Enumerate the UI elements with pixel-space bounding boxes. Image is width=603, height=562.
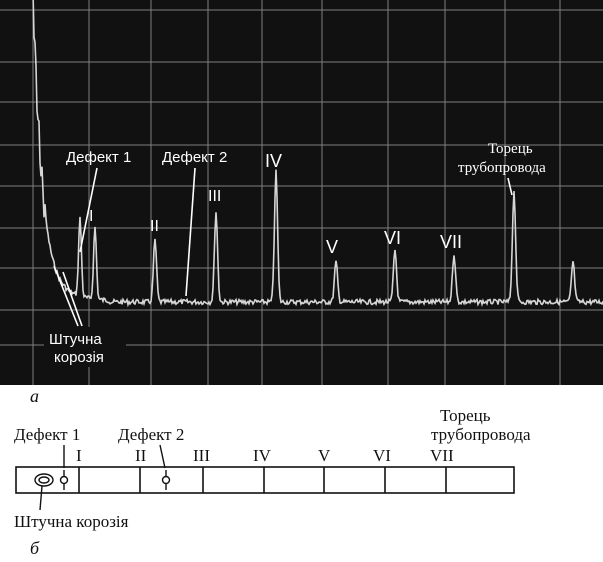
scope-background [0, 0, 603, 385]
defect1-marker [59, 475, 69, 485]
defect2-pointer [185, 167, 196, 297]
pipe-end-label-line1: Торець [440, 406, 491, 425]
scope-labels: Дефект 1 Дефект 2 Торець трубопровода Шт… [44, 141, 546, 367]
defect2-marker [161, 475, 171, 485]
corrosion-pointer-2 [62, 271, 83, 327]
corrosion-label: Штучна корозія [14, 512, 129, 531]
panel-a-caption: а [30, 386, 39, 406]
section-marker-7: VII [430, 446, 454, 465]
section-marker-4: IV [253, 446, 272, 465]
corrosion-pointer-1 [53, 265, 79, 327]
peak-marker-5: V [326, 237, 338, 257]
peak-marker-6: VI [384, 228, 401, 248]
peak-marker-3: III [208, 188, 221, 205]
section-marker-2: II [135, 446, 147, 465]
pipe-end-label-line1: Торець [488, 141, 533, 157]
pipe-end-label-line2: трубопровода [431, 425, 531, 444]
defect2-leader [159, 444, 166, 469]
corrosion-marker [34, 473, 54, 487]
annotation-pointers [53, 167, 513, 327]
defect1-label: Дефект 1 [14, 425, 80, 444]
section-marker-5: V [318, 446, 331, 465]
pipe-end-label-line2: трубопровода [458, 160, 546, 176]
defect1-label: Дефект 1 [66, 149, 131, 166]
peak-marker-2: II [150, 218, 159, 235]
peak-marker-7: VII [440, 232, 462, 252]
pipe-end-pointer [507, 177, 513, 196]
corrosion-marker-inner [38, 476, 50, 484]
panel-b-caption: б [30, 538, 40, 558]
defect2-label: Дефект 2 [162, 149, 227, 166]
defect1-pointer [79, 167, 98, 253]
signal-trace [32, 0, 603, 308]
pipeline-diagram: а Торець трубопровода Дефект 1 Дефект 2 … [14, 386, 531, 558]
section-marker-6: VI [373, 446, 391, 465]
section-marker-1: I [76, 446, 82, 465]
corrosion-leader [39, 485, 43, 511]
scope-grid [0, 0, 603, 385]
pipe-outline [15, 466, 515, 494]
oscillogram: Дефект 1 Дефект 2 Торець трубопровода Шт… [0, 0, 603, 385]
peak-marker-4: IV [265, 151, 282, 171]
defect2-label: Дефект 2 [118, 425, 184, 444]
section-marker-3: III [193, 446, 210, 465]
section-markers: I II III IV V VI VII [76, 446, 454, 465]
corrosion-label-bg [44, 327, 126, 367]
peak-marker-1: I [89, 208, 93, 225]
corrosion-label-line1: Штучна [49, 331, 102, 348]
pipe-body [15, 466, 515, 494]
corrosion-label-line2: корозія [54, 349, 104, 366]
defect-markers [34, 444, 171, 511]
